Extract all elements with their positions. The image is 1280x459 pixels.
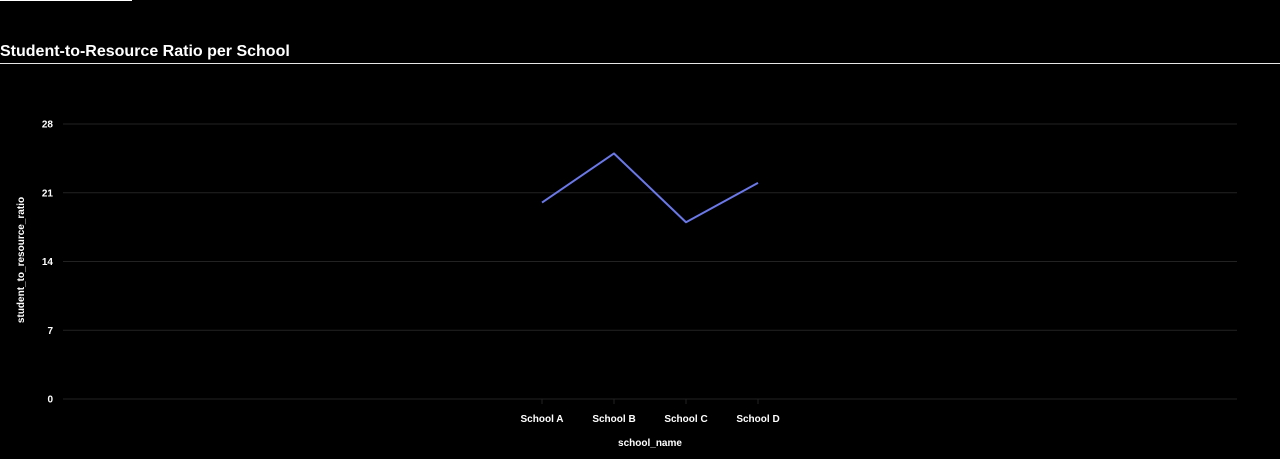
series [536, 147, 764, 228]
x-tick-label: School B [592, 414, 635, 425]
y-axis-label: student_to_resource_ratio [16, 197, 27, 323]
y-tick-label: 28 [42, 120, 54, 131]
chart-area: 0 7 14 21 28 School A School B School C School … [0, 64, 1280, 454]
data-point[interactable] [608, 147, 620, 159]
x-axis-label: school_name [618, 438, 682, 449]
x-tick-label: School C [664, 414, 707, 425]
data-point[interactable] [680, 216, 692, 228]
chart-title: Student-to-Resource Ratio per School [0, 43, 290, 60]
data-point[interactable] [752, 177, 764, 189]
x-tick-label: School A [521, 414, 564, 425]
y-tick-label: 21 [42, 188, 54, 199]
grid-lines [63, 123, 1237, 400]
y-tick-label: 14 [42, 257, 54, 268]
y-tick-label: 7 [47, 326, 53, 337]
x-tick-label: School D [736, 414, 779, 425]
y-axis-ticks: 0 7 14 21 28 [42, 120, 54, 406]
series-line[interactable] [541, 152, 759, 224]
y-tick-label: 0 [47, 395, 53, 406]
x-axis-ticks: School A School B School C School D [521, 399, 780, 425]
data-point[interactable] [536, 197, 548, 209]
chart-header: Student-to-Resource Ratio per School [0, 42, 1280, 64]
top-rule [0, 0, 132, 1]
